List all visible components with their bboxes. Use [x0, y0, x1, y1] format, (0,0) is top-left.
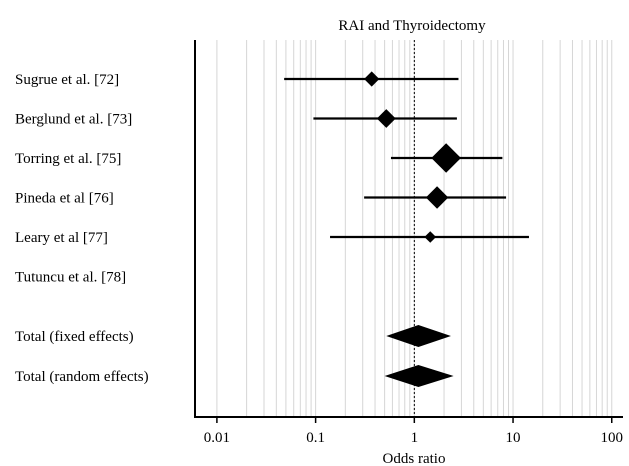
x-tick-label: 1 — [411, 430, 419, 446]
x-axis-label: Odds ratio — [383, 451, 446, 466]
study-label: Torring et al. [75] — [15, 151, 121, 167]
x-tick-label: 10 — [506, 430, 521, 446]
pooled-row: Total (random effects) — [15, 365, 454, 387]
effect-marker — [425, 186, 449, 209]
study-row: Berglund et al. [73] — [15, 109, 457, 128]
study-label: Sugrue et al. [72] — [15, 72, 119, 88]
pooled-diamond — [386, 325, 451, 347]
study-rows: Sugrue et al. [72] Berglund et al. [73] To… — [15, 71, 529, 387]
x-tick-label: 100 — [601, 430, 624, 446]
pooled-row: Total (fixed effects) — [15, 325, 451, 347]
study-row: Sugrue et al. [72] — [15, 71, 459, 88]
chart-title: RAI and Thyroidectomy — [338, 18, 486, 34]
x-tick-label: 0.01 — [204, 430, 230, 446]
effect-marker — [424, 231, 437, 243]
study-label: Tutuncu et al. [78] — [15, 270, 126, 286]
pooled-label: Total (fixed effects) — [15, 329, 134, 345]
x-axis-ticks: 0.01 0.1 1 10 100 — [204, 417, 623, 446]
study-row: Leary et al [77] — [15, 230, 529, 246]
pooled-label: Total (random effects) — [15, 369, 149, 385]
effect-marker — [431, 143, 461, 173]
study-row: Torring et al. [75] — [15, 143, 503, 173]
x-tick-label: 0.1 — [306, 430, 325, 446]
study-row: Pineda et al [76] — [15, 186, 507, 209]
study-label: Pineda et al [76] — [15, 191, 114, 207]
study-label: Leary et al [77] — [15, 230, 108, 246]
grid-lines — [216, 40, 613, 417]
study-label: Berglund et al. [73] — [15, 112, 132, 128]
study-row: Tutuncu et al. [78] — [15, 270, 126, 286]
effect-marker — [364, 71, 380, 87]
pooled-diamond — [384, 365, 454, 387]
effect-marker — [376, 109, 396, 128]
